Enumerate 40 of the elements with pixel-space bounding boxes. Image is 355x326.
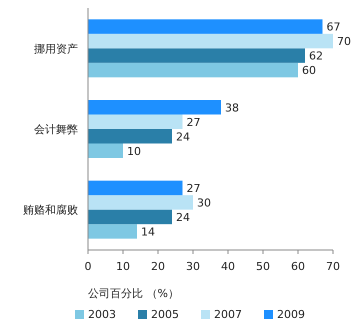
x-tick-label: 30 (186, 260, 200, 273)
bar (88, 34, 333, 48)
x-tick-label: 70 (326, 260, 340, 273)
x-tick-label: 10 (116, 260, 130, 273)
bar (88, 62, 298, 78)
bar (88, 180, 182, 196)
y-tick-label: 挪用资产 (34, 42, 78, 56)
bar (88, 224, 137, 239)
x-tick-label: 20 (151, 260, 165, 273)
x-tick-label: 0 (84, 260, 92, 273)
bar (88, 210, 172, 224)
x-axis-title: 公司百分比 （%） (88, 287, 179, 300)
data-label: 27 (186, 182, 200, 195)
data-label: 60 (302, 64, 316, 78)
bar (88, 144, 123, 158)
data-label: 62 (309, 50, 323, 63)
y-tick-label: 会计舞弊 (34, 123, 78, 136)
data-label: 14 (141, 225, 155, 238)
bar (88, 19, 322, 34)
bar (88, 48, 305, 63)
legend-label: 2009 (277, 308, 305, 321)
x-tick-label: 40 (221, 260, 235, 273)
bar (88, 195, 193, 210)
data-label: 67 (326, 20, 340, 34)
data-label: 10 (127, 144, 141, 158)
data-label: 24 (176, 130, 190, 144)
legend-label: 2003 (88, 308, 116, 321)
y-tick-label: 贿赂和腐败 (23, 204, 78, 217)
bar (88, 100, 221, 114)
data-label: 70 (337, 35, 351, 48)
bar (88, 114, 182, 129)
bar (88, 129, 172, 144)
data-label: 24 (176, 210, 190, 224)
data-label: 38 (225, 101, 239, 114)
x-tick-label: 60 (291, 260, 305, 273)
legend-label: 2007 (214, 308, 242, 321)
x-tick-label: 50 (256, 260, 270, 273)
legend-label: 2005 (151, 308, 179, 321)
data-label: 27 (186, 116, 200, 129)
data-label: 30 (197, 196, 211, 210)
